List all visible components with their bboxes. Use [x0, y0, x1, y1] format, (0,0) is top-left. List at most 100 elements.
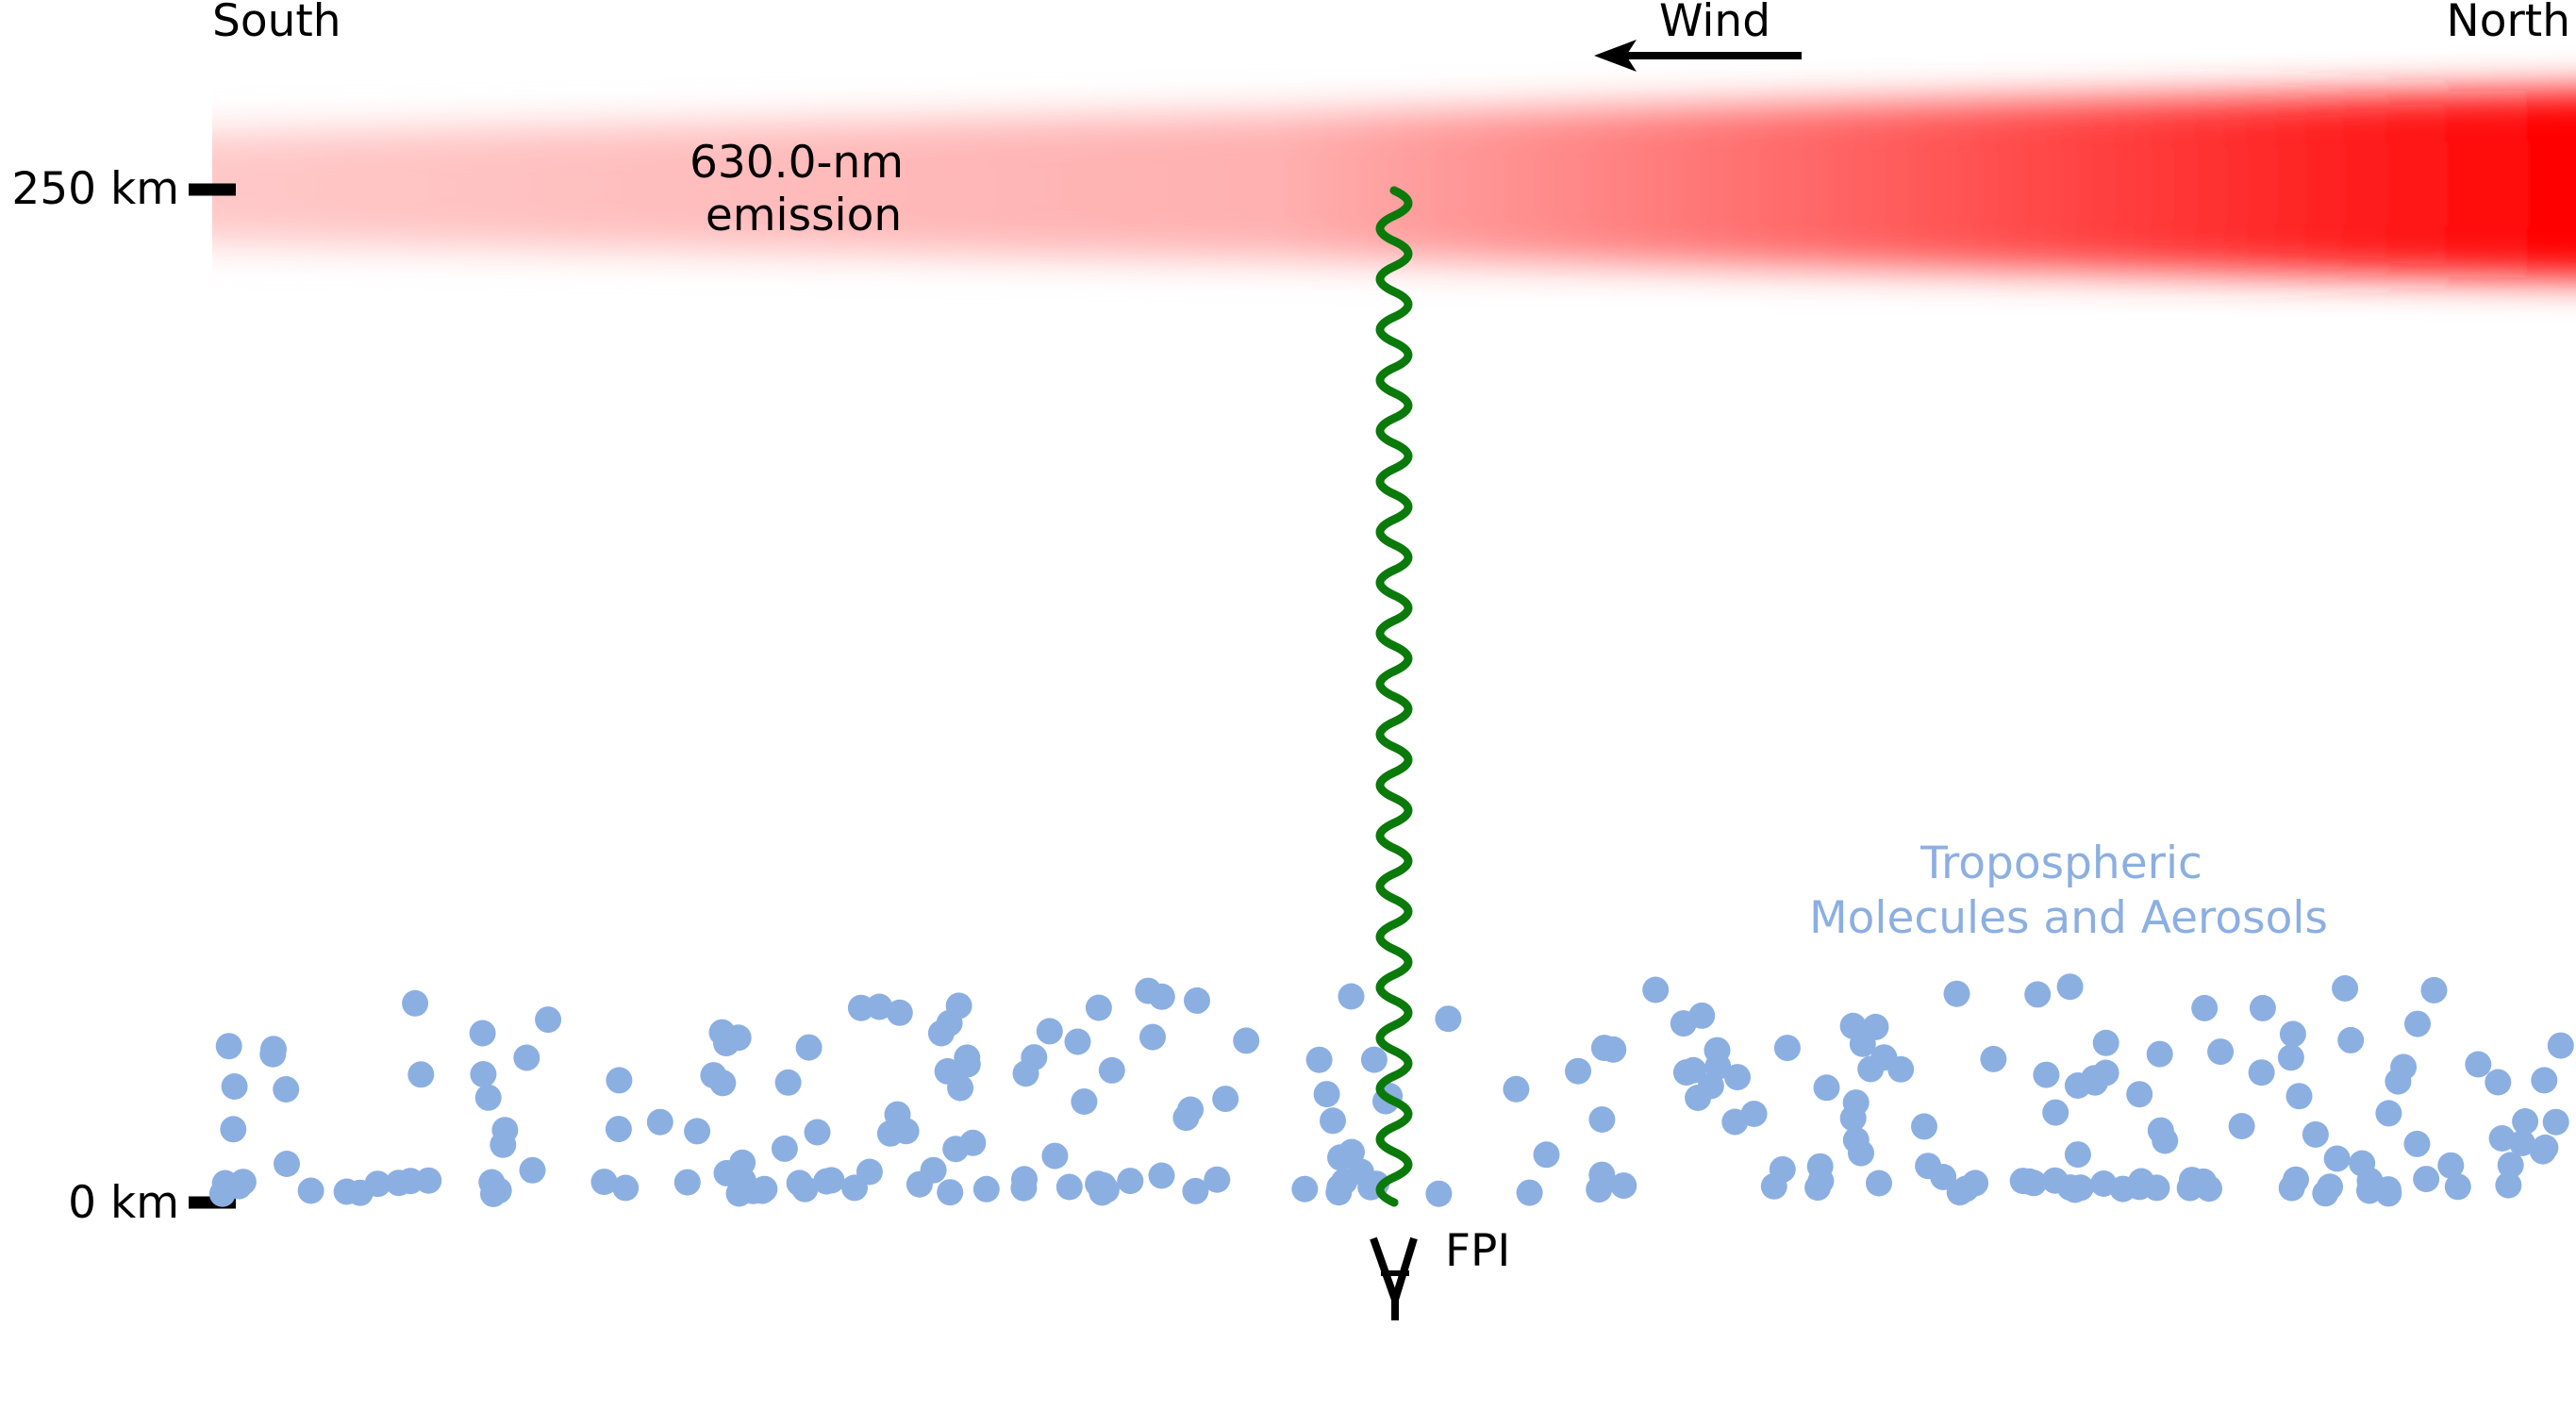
fpi-label: FPI	[1445, 1225, 1510, 1277]
particle-dot	[2191, 994, 2219, 1021]
particle-dot	[1688, 1002, 1716, 1029]
particle-dot	[1773, 1035, 1801, 1062]
emission-label-line2: emission	[706, 190, 902, 241]
particle-dot	[2465, 1051, 2492, 1078]
particle-dot	[1610, 1172, 1637, 1200]
particle-dot	[1360, 1046, 1388, 1073]
altitude-label-bottom: 0 km	[68, 1177, 179, 1229]
particle-dot	[2016, 1168, 2043, 1195]
particle-dot	[605, 1116, 632, 1143]
particle-dot	[1204, 1166, 1231, 1193]
particle-dot	[884, 1101, 911, 1128]
particle-dot	[1338, 1138, 1365, 1166]
particle-dot	[2512, 1108, 2539, 1135]
particle-dot	[612, 1174, 640, 1202]
particle-dot	[1842, 1126, 1870, 1153]
particle-dot	[513, 1044, 540, 1071]
particle-dot	[474, 1084, 502, 1111]
particle-dot	[2109, 1175, 2136, 1203]
particle-dot	[519, 1156, 546, 1184]
particle-dot	[740, 1177, 767, 1204]
particle-dot	[2529, 1137, 2556, 1165]
particle-dot	[535, 1006, 562, 1034]
particle-dot	[2531, 1067, 2558, 1094]
particle-dot	[1184, 987, 1210, 1014]
particle-dot	[2147, 1117, 2174, 1144]
particle-dot	[1089, 1171, 1117, 1199]
particle-dot	[1011, 1166, 1038, 1193]
particle-dot	[1703, 1037, 1731, 1064]
particle-dot	[1911, 1113, 1937, 1140]
particle-dot	[2444, 1173, 2471, 1201]
particle-dot	[2278, 1174, 2305, 1202]
altitude-label-top: 250 km	[11, 163, 179, 215]
particle-dot	[1806, 1153, 1834, 1180]
particle-dot	[1862, 1013, 1889, 1040]
particle-dot	[1533, 1141, 1560, 1169]
particle-dot	[1117, 1168, 1144, 1195]
particle-dot	[590, 1169, 618, 1196]
particle-dot	[1697, 1072, 1724, 1100]
particle-dot	[2249, 994, 2276, 1021]
particle-dot	[934, 1057, 961, 1085]
particle-dot	[2323, 1145, 2351, 1172]
particle-dot	[215, 1033, 242, 1060]
north-label: North	[2447, 0, 2570, 47]
particle-dot	[2033, 1061, 2060, 1088]
emission-label-line1: 630.0-nm	[690, 137, 904, 189]
particle-dot	[684, 1118, 711, 1145]
particle-dot	[2092, 1029, 2119, 1056]
particle-dot	[1425, 1180, 1453, 1207]
particle-dot	[1071, 1088, 1098, 1115]
particle-dot	[795, 1034, 823, 1061]
particle-dot	[1857, 1055, 1885, 1083]
emission-label: 630.0-nm emission	[690, 137, 918, 241]
particle-dot	[724, 1024, 752, 1052]
particle-dot	[886, 999, 913, 1026]
particle-dot	[490, 1131, 517, 1158]
light-path	[1375, 186, 1413, 1207]
particle-dot	[1980, 1045, 2007, 1072]
particle-dot	[2356, 1177, 2383, 1204]
particle-dot	[1962, 1169, 1989, 1197]
particle-dot	[1331, 1168, 1358, 1195]
particle-dot	[1036, 1018, 1063, 1045]
particle-dot	[2403, 1130, 2431, 1157]
particle-dot	[606, 1067, 633, 1094]
particle-dot	[225, 1172, 253, 1200]
particle-dot	[2081, 1065, 2108, 1092]
troposphere-label-line1: Tropospheric	[1920, 838, 2202, 889]
particle-dot	[1148, 1162, 1175, 1189]
particle-dot	[2207, 1038, 2235, 1066]
particle-dot	[1021, 1044, 1048, 1071]
particle-dot	[469, 1020, 496, 1047]
particle-dot	[297, 1177, 324, 1204]
particle-dot	[2196, 1175, 2222, 1203]
troposphere-label-line2: Molecules and Aerosols	[1809, 892, 2328, 944]
particle-dot	[847, 994, 874, 1021]
particle-dot	[1313, 1081, 1340, 1108]
particle-dot	[2337, 1026, 2365, 1053]
particle-dot	[2042, 1099, 2069, 1126]
particle-dot	[1887, 1055, 1915, 1083]
particle-dot	[2385, 1068, 2412, 1095]
particle-dot	[1866, 1169, 1892, 1197]
particle-dot	[273, 1076, 300, 1103]
fpi-instrument-icon	[1370, 1236, 1418, 1320]
particle-dot	[1503, 1075, 1530, 1103]
particle-dot	[1291, 1175, 1319, 1203]
particle-dot	[2277, 1044, 2304, 1071]
particle-dot	[771, 1135, 798, 1162]
particle-dot	[1305, 1046, 1333, 1073]
particle-dot	[1724, 1064, 1751, 1091]
troposphere-label: Tropospheric Molecules and Aerosols	[1809, 838, 2328, 944]
particle-dot	[954, 1051, 981, 1078]
particle-dot	[2488, 1125, 2516, 1152]
particle-dot	[1320, 1107, 1346, 1135]
particle-dot	[1642, 976, 1670, 1004]
particle-dot	[1600, 1036, 1627, 1063]
particle-dot	[2349, 1150, 2376, 1177]
particle-dot	[804, 1119, 831, 1146]
particle-dot	[2228, 1113, 2255, 1139]
particle-dot	[2056, 973, 2084, 1001]
